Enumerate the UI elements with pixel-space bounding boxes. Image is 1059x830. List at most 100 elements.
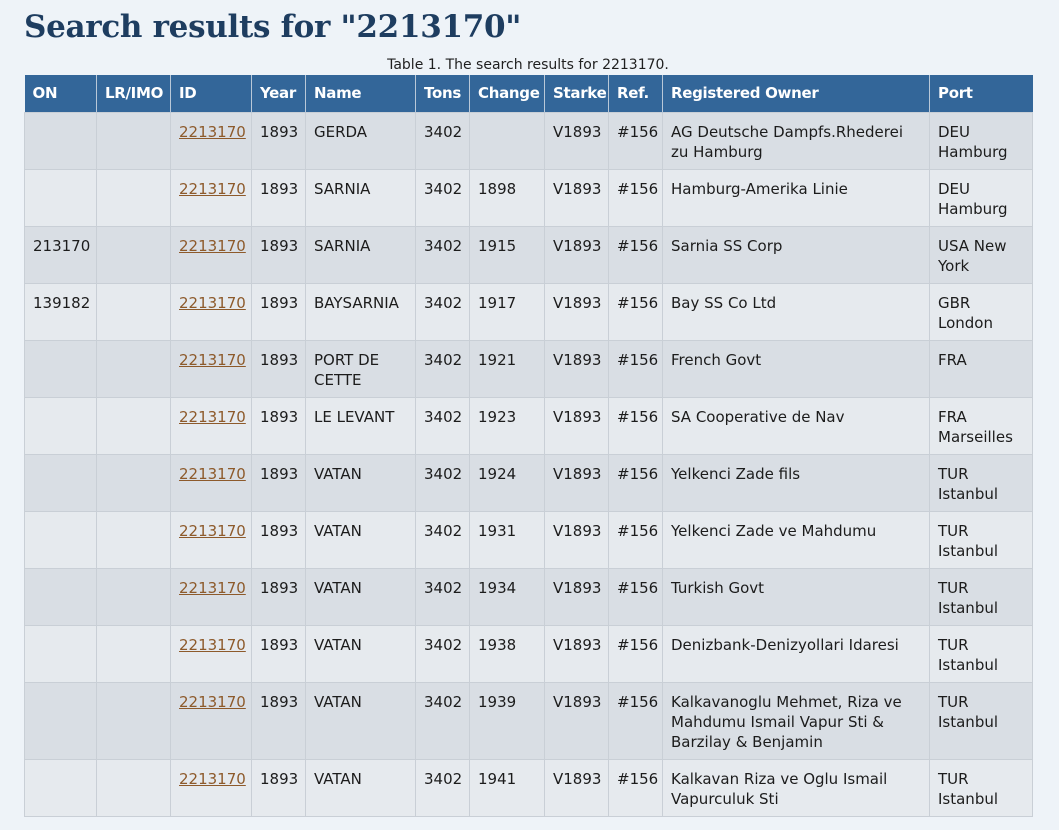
cell-on: 213170 <box>24 225 97 284</box>
cell-owner: Hamburg-Amerika Linie <box>662 168 930 227</box>
id-link[interactable]: 2213170 <box>179 521 246 540</box>
header-ref: Ref. <box>608 75 663 112</box>
cell-year: 1893 <box>251 681 306 760</box>
cell-ref: #156 <box>608 168 663 227</box>
table-row: 2213170 1893 LE LEVANT 3402 1923 V1893 #… <box>24 396 1033 455</box>
id-link[interactable]: 2213170 <box>179 692 246 711</box>
cell-year: 1893 <box>251 453 306 512</box>
cell-tons: 3402 <box>415 453 470 512</box>
cell-id: 2213170 <box>170 758 252 817</box>
cell-port: USA New York <box>929 225 1033 284</box>
table-row: 2213170 1893 GERDA 3402 V1893 #156 AG De… <box>24 111 1033 170</box>
cell-port: TUR Istanbul <box>929 567 1033 626</box>
cell-on <box>24 339 97 398</box>
cell-year: 1893 <box>251 567 306 626</box>
cell-id: 2213170 <box>170 339 252 398</box>
id-link[interactable]: 2213170 <box>179 635 246 654</box>
table-row: 2213170 1893 VATAN 3402 1931 V1893 #156 … <box>24 510 1033 569</box>
cell-tons: 3402 <box>415 681 470 760</box>
cell-id: 2213170 <box>170 624 252 683</box>
cell-starke: V1893 <box>544 681 609 760</box>
cell-lr-imo <box>96 681 171 760</box>
table-row: 139182 2213170 1893 BAYSARNIA 3402 1917 … <box>24 282 1033 341</box>
cell-change: 1921 <box>469 339 545 398</box>
cell-owner: Kalkavan Riza ve Oglu Ismail Vapurculuk … <box>662 758 930 817</box>
cell-year: 1893 <box>251 624 306 683</box>
cell-tons: 3402 <box>415 339 470 398</box>
id-link[interactable]: 2213170 <box>179 578 246 597</box>
table-row: 2213170 1893 VATAN 3402 1939 V1893 #156 … <box>24 681 1033 760</box>
cell-name: VATAN <box>305 510 416 569</box>
cell-name: VATAN <box>305 567 416 626</box>
cell-on <box>24 453 97 512</box>
cell-id: 2213170 <box>170 453 252 512</box>
header-registered-owner: Registered Owner <box>662 75 930 112</box>
cell-port: GBR London <box>929 282 1033 341</box>
id-link[interactable]: 2213170 <box>179 122 246 141</box>
cell-lr-imo <box>96 168 171 227</box>
results-table: ON LR/IMO ID Year Name Tons Change Stark… <box>24 75 1033 817</box>
cell-year: 1893 <box>251 168 306 227</box>
cell-name: SARNIA <box>305 168 416 227</box>
cell-year: 1893 <box>251 396 306 455</box>
cell-year: 1893 <box>251 758 306 817</box>
cell-port: TUR Istanbul <box>929 624 1033 683</box>
id-link[interactable]: 2213170 <box>179 464 246 483</box>
cell-change: 1898 <box>469 168 545 227</box>
cell-id: 2213170 <box>170 168 252 227</box>
cell-tons: 3402 <box>415 168 470 227</box>
cell-owner: SA Cooperative de Nav <box>662 396 930 455</box>
cell-id: 2213170 <box>170 225 252 284</box>
cell-ref: #156 <box>608 510 663 569</box>
cell-starke: V1893 <box>544 111 609 170</box>
header-id: ID <box>170 75 252 112</box>
cell-on <box>24 111 97 170</box>
cell-tons: 3402 <box>415 396 470 455</box>
id-link[interactable]: 2213170 <box>179 350 246 369</box>
cell-year: 1893 <box>251 282 306 341</box>
cell-owner: Sarnia SS Corp <box>662 225 930 284</box>
cell-starke: V1893 <box>544 168 609 227</box>
cell-id: 2213170 <box>170 282 252 341</box>
cell-change: 1917 <box>469 282 545 341</box>
table-row: 2213170 1893 VATAN 3402 1934 V1893 #156 … <box>24 567 1033 626</box>
cell-on <box>24 510 97 569</box>
id-link[interactable]: 2213170 <box>179 179 246 198</box>
id-link[interactable]: 2213170 <box>179 293 246 312</box>
cell-lr-imo <box>96 758 171 817</box>
cell-starke: V1893 <box>544 453 609 512</box>
cell-tons: 3402 <box>415 282 470 341</box>
cell-lr-imo <box>96 111 171 170</box>
cell-name: VATAN <box>305 624 416 683</box>
cell-on <box>24 624 97 683</box>
cell-change: 1934 <box>469 567 545 626</box>
cell-id: 2213170 <box>170 510 252 569</box>
cell-lr-imo <box>96 225 171 284</box>
cell-owner: Yelkenci Zade ve Mahdumu <box>662 510 930 569</box>
table-row: 2213170 1893 VATAN 3402 1938 V1893 #156 … <box>24 624 1033 683</box>
cell-change: 1941 <box>469 758 545 817</box>
id-link[interactable]: 2213170 <box>179 407 246 426</box>
header-tons: Tons <box>415 75 470 112</box>
cell-ref: #156 <box>608 624 663 683</box>
cell-port: TUR Istanbul <box>929 510 1033 569</box>
cell-lr-imo <box>96 624 171 683</box>
cell-change <box>469 111 545 170</box>
cell-starke: V1893 <box>544 510 609 569</box>
id-link[interactable]: 2213170 <box>179 769 246 788</box>
cell-lr-imo <box>96 339 171 398</box>
cell-port: FRA Marseilles <box>929 396 1033 455</box>
cell-name: VATAN <box>305 453 416 512</box>
cell-lr-imo <box>96 282 171 341</box>
cell-owner: AG Deutsche Dampfs.Rhederei zu Hamburg <box>662 111 930 170</box>
cell-on: 139182 <box>24 282 97 341</box>
cell-port: DEU Hamburg <box>929 168 1033 227</box>
cell-change: 1915 <box>469 225 545 284</box>
cell-tons: 3402 <box>415 510 470 569</box>
cell-tons: 3402 <box>415 758 470 817</box>
cell-starke: V1893 <box>544 396 609 455</box>
cell-owner: Turkish Govt <box>662 567 930 626</box>
id-link[interactable]: 2213170 <box>179 236 246 255</box>
cell-year: 1893 <box>251 225 306 284</box>
